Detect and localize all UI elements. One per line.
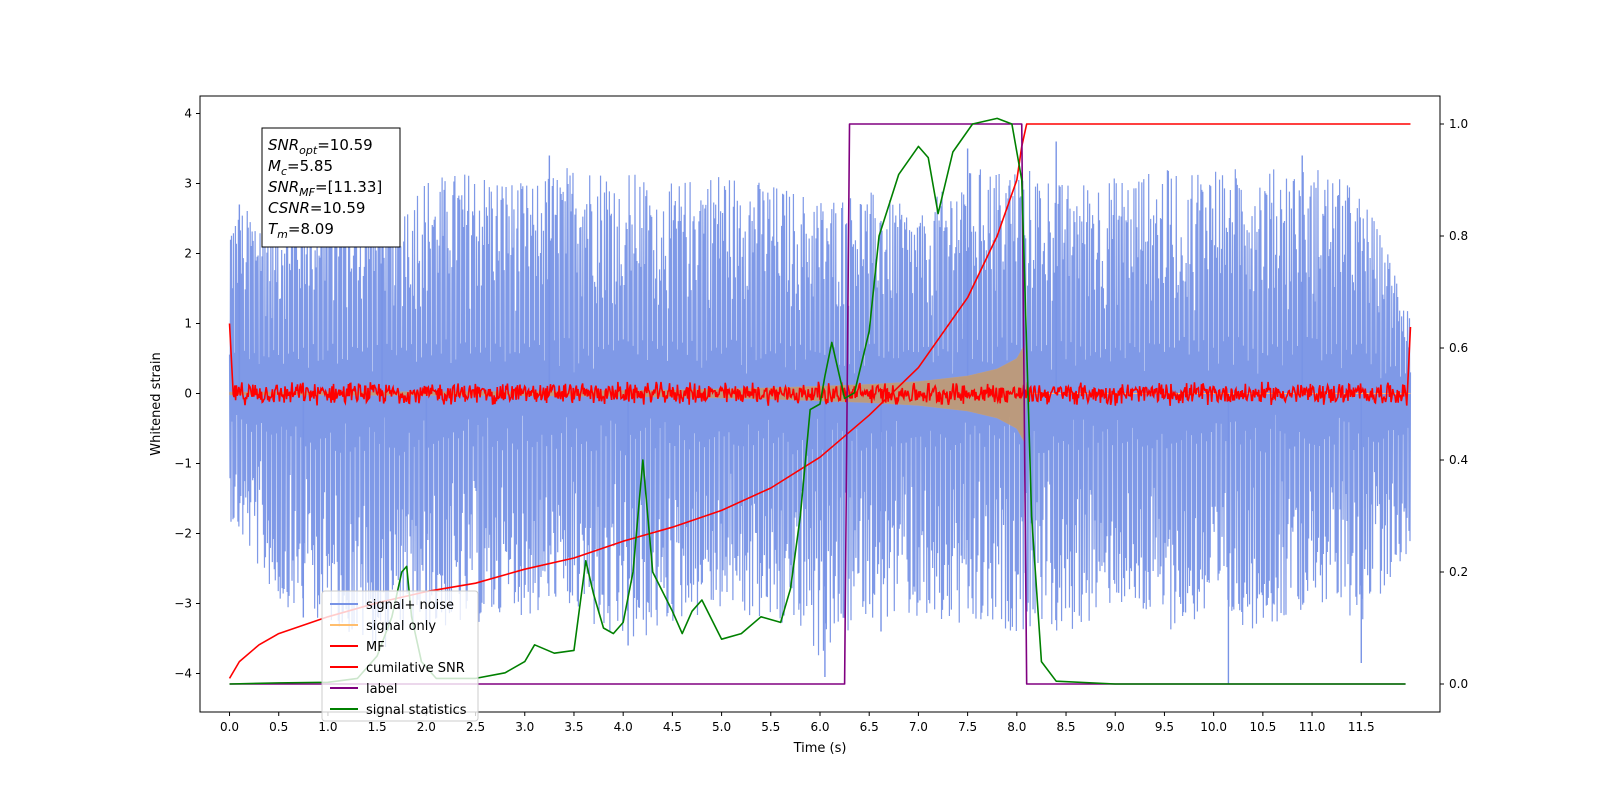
y2-tick-label: 0.2 <box>1449 565 1468 579</box>
info-subscript: opt <box>299 144 318 157</box>
legend-label: signal+ noise <box>366 598 454 613</box>
x-tick-label: 6.5 <box>860 720 879 734</box>
y-tick-label: −4 <box>174 667 192 681</box>
legend: signal+ noise signal only MF cumilative SNR… <box>321 590 479 722</box>
y-tick-label: −2 <box>174 527 192 541</box>
info-line: SNRopt=10.59 <box>268 136 373 157</box>
y2-tick-label: 0.0 <box>1449 677 1468 691</box>
x-tick-label: 10.5 <box>1249 720 1276 734</box>
x-tick-label: 4.0 <box>614 720 633 734</box>
info-box-frame <box>261 127 401 248</box>
info-box: SNRopt=10.59Mc=5.85SNRMF=[11.33]CSNR=10.… <box>261 127 401 248</box>
info-symbol: M <box>268 157 281 175</box>
y-tick-label: 2 <box>184 247 192 261</box>
y-tick-label: −3 <box>174 597 192 611</box>
x-tick-label: 11.0 <box>1299 720 1326 734</box>
x-tick-label: 0.5 <box>269 720 288 734</box>
y2-tick-label: 0.8 <box>1449 229 1468 243</box>
y-axis-label: Whitened strain <box>149 352 164 455</box>
x-tick-label: 9.5 <box>1155 720 1174 734</box>
x-tick-label: 8.5 <box>1056 720 1075 734</box>
x-tick-label: 4.5 <box>663 720 682 734</box>
x-axis-label: Time (s) <box>793 741 847 756</box>
x-axis: 0.0 0.5 1.0 1.5 2.0 2.5 3.0 3.5 4.0 4.5 5.0 5.5 6.0 6… <box>220 712 1375 734</box>
info-subscript: c <box>281 165 287 178</box>
legend-label: label <box>366 682 397 697</box>
x-tick-label: 1.5 <box>368 720 387 734</box>
x-tick-label: 1.0 <box>318 720 337 734</box>
y-tick-label: 0 <box>184 387 192 401</box>
y-axis-right: 0.0 0.2 0.4 0.6 0.8 1.0 <box>1440 117 1468 691</box>
info-value: =10.59 <box>317 136 373 154</box>
signal-noise-layer <box>228 141 1412 684</box>
x-tick-label: 7.0 <box>909 720 928 734</box>
series-cumilative-SNR-line <box>228 123 1411 679</box>
plot-area <box>228 117 1412 685</box>
legend-label: signal only <box>366 619 436 634</box>
info-symbol: T <box>268 220 279 238</box>
info-value: =10.59 <box>310 199 366 217</box>
legend-label: cumilative SNR <box>366 661 465 676</box>
x-tick-label: 7.5 <box>958 720 977 734</box>
y-tick-label: 3 <box>184 177 192 191</box>
x-tick-label: 9.0 <box>1106 720 1125 734</box>
info-line: CSNR=10.59 <box>268 199 365 217</box>
x-tick-label: 5.0 <box>712 720 731 734</box>
signal-noise-line <box>228 168 1412 656</box>
info-line: Tm=8.09 <box>268 220 334 241</box>
y-tick-label: −1 <box>174 457 192 471</box>
x-tick-label: 2.5 <box>466 720 485 734</box>
legend-label: signal statistics <box>366 703 467 718</box>
x-tick-label: 8.0 <box>1007 720 1026 734</box>
x-tick-label: 0.0 <box>220 720 239 734</box>
info-subscript: MF <box>299 186 315 199</box>
info-symbol: SNR <box>268 178 299 196</box>
x-tick-label: 11.5 <box>1348 720 1375 734</box>
x-tick-label: 10.0 <box>1200 720 1227 734</box>
info-value: =[11.33] <box>315 178 382 196</box>
x-tick-label: 6.0 <box>810 720 829 734</box>
y-tick-label: 1 <box>184 317 192 331</box>
info-symbol: SNR <box>268 136 299 154</box>
info-subscript: m <box>277 228 288 241</box>
x-tick-label: 2.0 <box>417 720 436 734</box>
y-axis-left: −4 −3 −2 −1 0 1 2 3 4 <box>174 107 200 681</box>
info-line: SNRMF=[11.33] <box>268 178 382 199</box>
y-tick-label: 4 <box>184 107 192 121</box>
info-symbol: CSNR <box>268 199 310 217</box>
info-line: Mc=5.85 <box>268 157 333 178</box>
info-value: =8.09 <box>288 220 334 238</box>
legend-frame <box>321 590 479 722</box>
x-tick-label: 5.5 <box>761 720 780 734</box>
series-label-line <box>229 123 1406 685</box>
y2-tick-label: 0.6 <box>1449 341 1468 355</box>
y2-tick-label: 0.4 <box>1449 453 1468 467</box>
x-tick-label: 3.0 <box>515 720 534 734</box>
legend-label: MF <box>366 640 385 655</box>
info-value: =5.85 <box>287 157 333 175</box>
x-tick-label: 3.5 <box>564 720 583 734</box>
y2-tick-label: 1.0 <box>1449 117 1468 131</box>
